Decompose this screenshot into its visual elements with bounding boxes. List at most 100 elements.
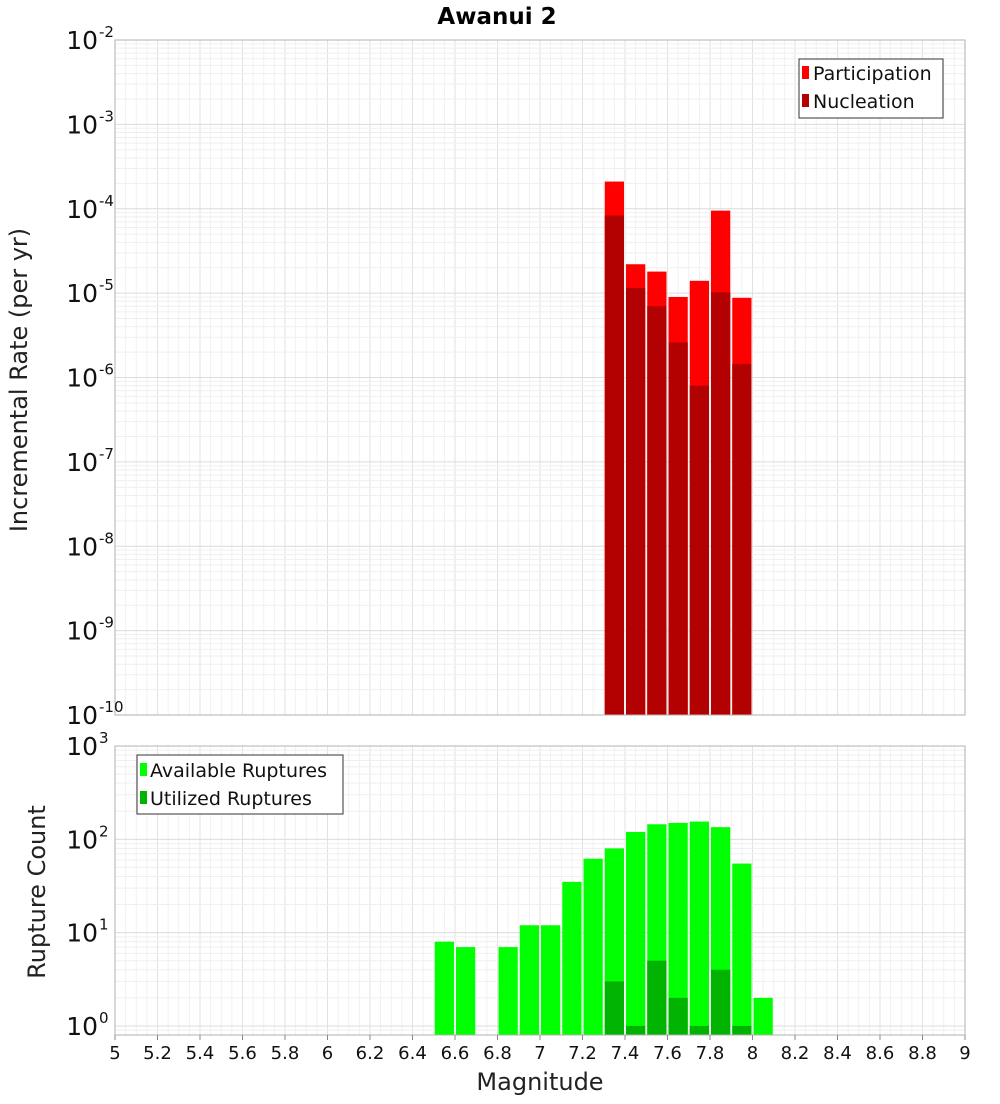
available-ruptures-bar [519,925,539,1035]
utilized-ruptures-bar [668,997,688,1035]
counts-bars [434,821,773,1035]
rates-y-tick-base: 10 [66,617,98,646]
x-tick-label: 5.6 [228,1043,257,1064]
nucleation-bar [732,363,752,715]
nucleation-bar [604,215,624,715]
x-tick-label: 7 [534,1043,545,1064]
rates-legend: Participation Nucleation [798,58,944,119]
rates-y-tick-base: 10 [66,448,98,477]
counts-y-tick: 10 2 [66,822,108,854]
x-tick-label: 7.2 [568,1043,597,1064]
counts-y-tick-base: 10 [66,919,98,948]
rates-y-tick-base: 10 [66,279,98,308]
x-axis-label: Magnitude [476,1068,603,1096]
participation-legend-label: Participation [813,63,932,85]
available-ruptures-bar [732,863,752,1035]
counts-legend-box [136,754,344,815]
rates-y-tick-exponent: -5 [99,276,114,294]
utilized-ruptures-bar [732,1025,752,1035]
x-tick-label: 7.6 [653,1043,682,1064]
chart-title: Awanui 2 [437,4,556,30]
nucleation-bar [647,306,667,715]
rates-legend-box [798,58,944,119]
rates-y-tick-exponent: -8 [99,529,114,547]
rates-y-tick: 10 -10 [66,698,123,730]
counts-y-tick: 10 0 [66,1009,108,1041]
counts-y-tick-base: 10 [66,825,98,854]
counts-y-tick-exponent: 1 [99,916,109,934]
nucleation-bar [711,292,731,715]
rates-y-tick-base: 10 [66,701,98,730]
rates-y-tick: 10 -7 [66,445,114,477]
x-tick-label: 8.8 [908,1043,937,1064]
rates-y-tick-exponent: -2 [99,23,114,41]
available-ruptures-swatch [140,763,147,776]
rates-y-tick: 10 -6 [66,361,114,393]
rates-y-tick: 10 -8 [66,529,114,561]
x-tick-label: 9 [959,1043,970,1064]
x-tick-label: 5.8 [271,1043,300,1064]
x-tick-label: 8.6 [866,1043,895,1064]
available-ruptures-bar [562,881,582,1035]
utilized-ruptures-bar [711,969,731,1035]
utilized-ruptures-legend-label: Utilized Ruptures [150,788,312,810]
counts-legend: Available Ruptures Utilized Ruptures [136,754,344,815]
counts-y-tick: 10 1 [66,916,108,948]
x-tick-label: 5.4 [186,1043,215,1064]
available-ruptures-bar [583,858,603,1035]
rates-y-tick-exponent: -4 [99,192,114,210]
x-tick-label: 5 [109,1043,120,1064]
x-axis-ticks: 5 5.2 5.4 5.6 5.8 6 6.2 6.4 6.6 6.8 7 7.2 7.4 7.6 7.8 8… [109,1035,971,1064]
available-ruptures-bar [753,997,773,1035]
available-ruptures-bar [668,822,688,1035]
counts-y-tick: 10 3 [66,729,108,761]
available-ruptures-bar [541,925,561,1035]
x-tick-label: 6.4 [398,1043,427,1064]
participation-swatch [802,66,809,79]
rates-y-tick-base: 10 [66,532,98,561]
available-ruptures-legend-label: Available Ruptures [150,760,327,782]
available-ruptures-bar [689,821,709,1035]
rates-y-ticks: 10-210-310-410-510-610-710-810-910-10 [66,23,123,730]
counts-y-tick-exponent: 0 [99,1009,109,1027]
x-tick-label: 7.8 [696,1043,725,1064]
nucleation-swatch [802,94,809,107]
utilized-ruptures-bar [626,1025,646,1035]
x-tick-label: 8.4 [823,1043,852,1064]
x-tick-label: 5.2 [143,1043,172,1064]
rates-y-tick-base: 10 [66,26,98,55]
rates-plot-frame [114,39,966,716]
x-tick-label: 8.2 [781,1043,810,1064]
rates-y-tick-exponent: -10 [99,698,124,716]
rates-y-tick: 10 -4 [66,192,114,224]
rates-gridlines [114,39,966,716]
rates-y-axis-label: Incremental Rate (per yr) [5,228,33,532]
counts-gridlines [114,745,966,1036]
available-ruptures-bar [626,831,646,1035]
counts-y-axis-label: Rupture Count [23,805,51,979]
rates-y-tick: 10 -3 [66,107,114,139]
nucleation-bar [668,342,688,715]
x-tick-label: 7.4 [611,1043,640,1064]
x-tick-label: 6.2 [356,1043,385,1064]
available-ruptures-bar [456,947,476,1035]
utilized-ruptures-bar [647,960,667,1035]
counts-y-tick-exponent: 3 [99,729,109,747]
x-tick-label: 8 [747,1043,758,1064]
rates-y-tick: 10 -2 [66,23,114,55]
rates-y-tick: 10 -5 [66,276,114,308]
nucleation-bar [626,288,646,715]
available-ruptures-bar [498,947,518,1035]
rates-y-tick-exponent: -9 [99,614,114,632]
rates-bars [604,181,752,715]
rates-y-tick-exponent: -3 [99,107,114,125]
x-tick-label: 6.6 [441,1043,470,1064]
counts-y-tick-base: 10 [66,1012,98,1041]
utilized-ruptures-swatch [140,791,147,804]
available-ruptures-bar [434,941,454,1035]
rates-y-tick-base: 10 [66,195,98,224]
rates-y-tick-exponent: -6 [99,361,114,379]
